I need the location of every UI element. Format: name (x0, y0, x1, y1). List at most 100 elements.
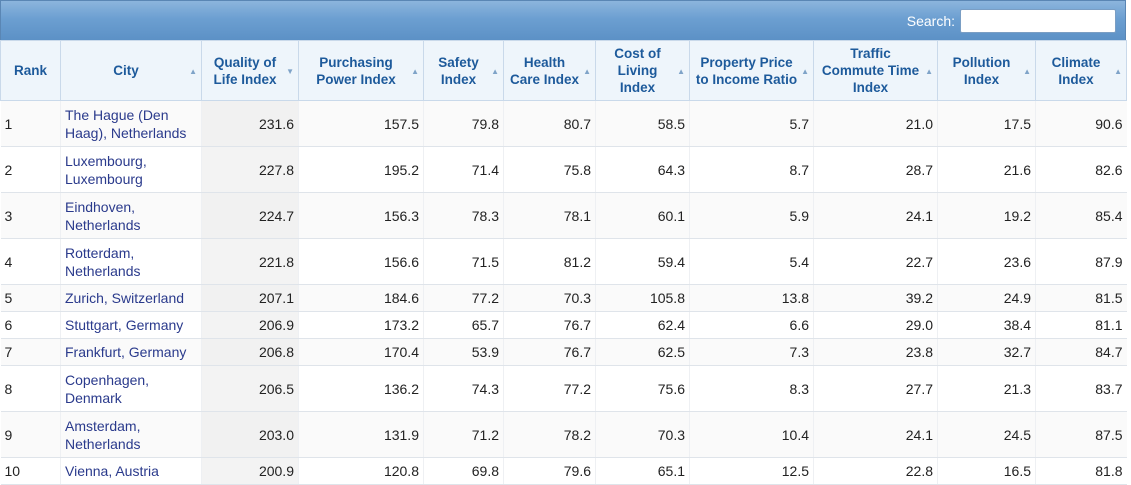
cell-climate: 81.8 (1035, 457, 1127, 485)
city-link[interactable]: Luxembourg, Luxembourg (65, 152, 147, 187)
cell-health-care: 76.7 (503, 338, 596, 366)
column-header-city[interactable]: City ▲ (60, 40, 202, 101)
city-link[interactable]: Frankfurt, Germany (65, 344, 187, 360)
cell-purchasing-power: 173.2 (298, 311, 424, 339)
cell-quality-of-life: 200.9 (201, 457, 299, 485)
cell-safety: 71.2 (423, 411, 504, 458)
search-input[interactable] (960, 9, 1116, 33)
cell-property-price: 12.5 (689, 457, 814, 485)
city-link[interactable]: Rotterdam, Netherlands (65, 244, 141, 279)
cell-traffic: 22.7 (813, 238, 938, 285)
cell-pollution: 16.5 (937, 457, 1036, 485)
cell-traffic: 22.8 (813, 457, 938, 485)
cell-climate: 81.1 (1035, 311, 1127, 339)
column-header-label: Traffic Commute Time Index (821, 46, 920, 95)
cell-property-price: 5.7 (689, 100, 814, 147)
column-header-traffic[interactable]: Traffic Commute Time Index ▲ (813, 40, 938, 101)
city-link[interactable]: Eindhoven, Netherlands (65, 198, 141, 233)
cell-health-care: 80.7 (503, 100, 596, 147)
cell-pollution: 19.2 (937, 192, 1036, 239)
cell-quality-of-life: 221.8 (201, 238, 299, 285)
cell-safety: 71.4 (423, 146, 504, 193)
cell-climate: 90.6 (1035, 100, 1127, 147)
cell-safety: 71.5 (423, 238, 504, 285)
cell-city: Frankfurt, Germany (60, 338, 202, 366)
column-header-purchasing-power[interactable]: Purchasing Power Index ▲ (298, 40, 424, 101)
cell-rank: 2 (0, 146, 61, 193)
column-header-label: Health Care Index (509, 54, 580, 87)
table-row: 2 Luxembourg, Luxembourg 227.8 195.2 71.… (0, 146, 1127, 193)
cell-pollution: 21.6 (937, 146, 1036, 193)
cell-pollution: 32.7 (937, 338, 1036, 366)
column-header-label: City (113, 63, 139, 78)
cell-rank: 8 (0, 365, 61, 412)
column-header-pollution[interactable]: Pollution Index ▲ (937, 40, 1036, 101)
city-link[interactable]: The Hague (Den Haag), Netherlands (65, 106, 187, 141)
column-header-label: Property Price to Income Ratio (695, 54, 798, 87)
sort-icon: ▲ (677, 67, 685, 76)
cell-rank: 5 (0, 284, 61, 312)
cell-health-care: 75.8 (503, 146, 596, 193)
cell-property-price: 8.3 (689, 365, 814, 412)
column-header-rank[interactable]: Rank (0, 40, 61, 101)
table-row: 9 Amsterdam, Netherlands 203.0 131.9 71.… (0, 411, 1127, 458)
cell-city: Copenhagen, Denmark (60, 365, 202, 412)
column-header-property-price[interactable]: Property Price to Income Ratio ▲ (689, 40, 814, 101)
table-row: 4 Rotterdam, Netherlands 221.8 156.6 71.… (0, 238, 1127, 285)
cell-cost-of-living: 59.4 (595, 238, 690, 285)
cell-traffic: 23.8 (813, 338, 938, 366)
city-link[interactable]: Vienna, Austria (65, 463, 159, 479)
column-header-safety[interactable]: Safety Index ▲ (423, 40, 504, 101)
table-row: 1 The Hague (Den Haag), Netherlands 231.… (0, 100, 1127, 147)
column-header-cost-of-living[interactable]: Cost of Living Index ▲ (595, 40, 690, 101)
cell-safety: 65.7 (423, 311, 504, 339)
city-link[interactable]: Copenhagen, Denmark (65, 371, 150, 406)
search-label: Search: (906, 13, 955, 29)
sort-icon: ▲ (1114, 67, 1122, 76)
cell-purchasing-power: 120.8 (298, 457, 424, 485)
cell-property-price: 7.3 (689, 338, 814, 366)
cell-rank: 1 (0, 100, 61, 147)
cell-climate: 87.9 (1035, 238, 1127, 285)
cell-city: Amsterdam, Netherlands (60, 411, 202, 458)
cell-rank: 4 (0, 238, 61, 285)
cell-property-price: 13.8 (689, 284, 814, 312)
cell-property-price: 5.4 (689, 238, 814, 285)
cell-purchasing-power: 136.2 (298, 365, 424, 412)
cell-property-price: 5.9 (689, 192, 814, 239)
table-row: 3 Eindhoven, Netherlands 224.7 156.3 78.… (0, 192, 1127, 239)
cell-health-care: 79.6 (503, 457, 596, 485)
cell-health-care: 81.2 (503, 238, 596, 285)
cell-traffic: 21.0 (813, 100, 938, 147)
cell-city: Stuttgart, Germany (60, 311, 202, 339)
cell-cost-of-living: 62.5 (595, 338, 690, 366)
cell-rank: 7 (0, 338, 61, 366)
sort-icon: ▲ (925, 67, 933, 76)
cell-rank: 6 (0, 311, 61, 339)
cell-quality-of-life: 206.9 (201, 311, 299, 339)
column-header-climate[interactable]: Climate Index ▲ (1035, 40, 1127, 101)
city-link[interactable]: Zurich, Switzerland (65, 290, 185, 306)
cell-pollution: 17.5 (937, 100, 1036, 147)
cell-climate: 87.5 (1035, 411, 1127, 458)
city-link[interactable]: Stuttgart, Germany (65, 317, 184, 333)
cell-pollution: 24.5 (937, 411, 1036, 458)
cell-climate: 85.4 (1035, 192, 1127, 239)
cell-property-price: 10.4 (689, 411, 814, 458)
cell-pollution: 21.3 (937, 365, 1036, 412)
cell-health-care: 70.3 (503, 284, 596, 312)
cell-purchasing-power: 156.3 (298, 192, 424, 239)
cell-city: Rotterdam, Netherlands (60, 238, 202, 285)
cell-purchasing-power: 156.6 (298, 238, 424, 285)
column-header-health-care[interactable]: Health Care Index ▲ (503, 40, 596, 101)
cell-purchasing-power: 195.2 (298, 146, 424, 193)
city-link[interactable]: Amsterdam, Netherlands (65, 417, 141, 452)
quality-of-life-table: Rank City ▲ Quality of Life Index ▼ Purcha… (0, 40, 1127, 485)
sort-icon: ▲ (491, 67, 499, 76)
cell-cost-of-living: 64.3 (595, 146, 690, 193)
table-toolbar: Search: (0, 0, 1126, 40)
sort-icon: ▲ (801, 67, 809, 76)
cell-pollution: 23.6 (937, 238, 1036, 285)
column-header-quality-of-life[interactable]: Quality of Life Index ▼ (201, 40, 299, 101)
cell-safety: 74.3 (423, 365, 504, 412)
